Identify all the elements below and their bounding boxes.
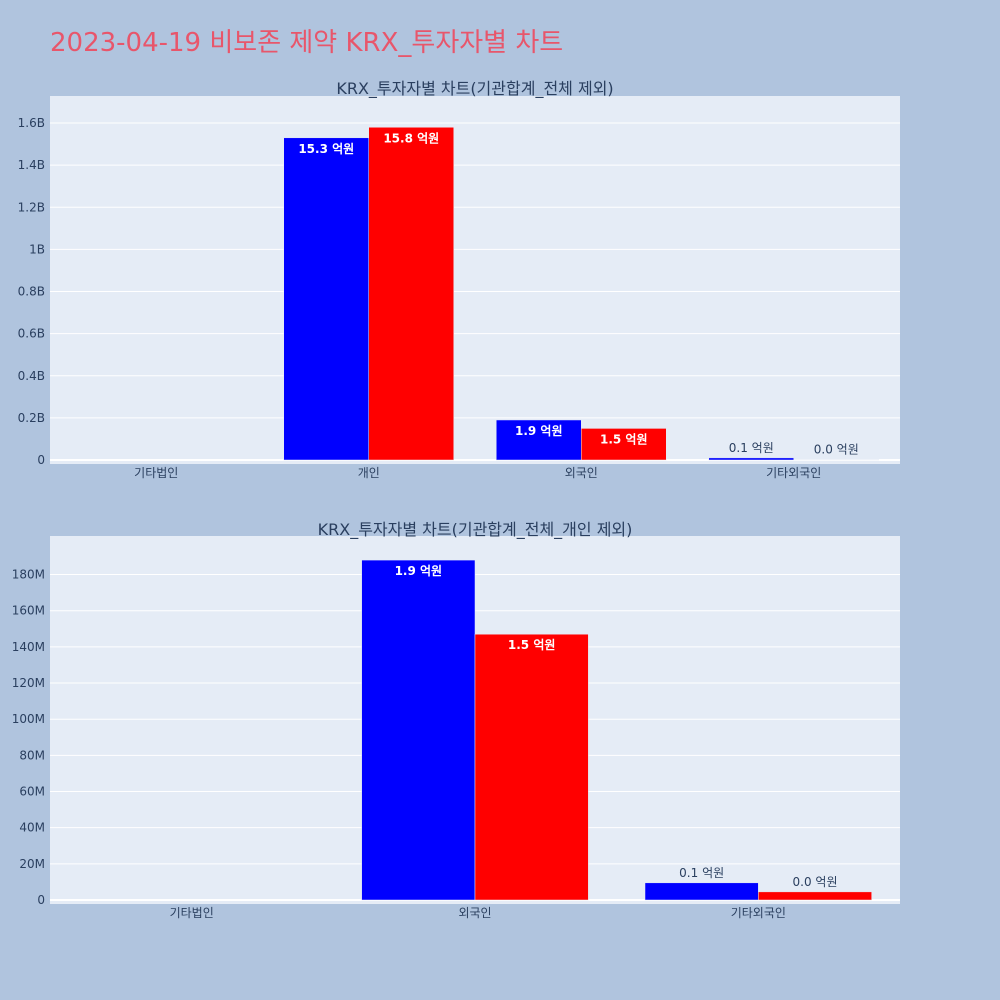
x-tick-label: 기타외국인 [731, 906, 786, 920]
y-tick-label: 80M [19, 748, 45, 762]
bar [644, 882, 759, 901]
y-tick-label: 0 [37, 453, 45, 467]
y-tick-label: 1.2B [18, 200, 45, 214]
y-tick-label: 0.8B [18, 285, 45, 299]
bar [368, 127, 454, 461]
data-label: 0.1 억원 [729, 441, 774, 455]
y-tick-label: 1.6B [18, 116, 45, 130]
y-tick-label: 0.4B [18, 369, 45, 383]
data-label: 0.0 억원 [793, 875, 838, 889]
chart-title: KRX_투자자별 차트(기관합계_전체 제외) [336, 79, 613, 99]
y-tick-label: 20M [19, 857, 45, 871]
page-title: 2023-04-19 비보존 제약 KRX_투자자별 차트 [50, 28, 564, 58]
data-label: 15.8 억원 [383, 131, 439, 145]
chart-2: 0 20M 40M 60M 80M 100M 120M 140M 160M 180M KRX_투자자… [12, 520, 900, 920]
y-tick-label: 120M [12, 676, 45, 690]
data-label: 0.1 억원 [679, 866, 724, 880]
x-tick-label: 기타외국인 [766, 466, 821, 480]
chart-1: 0 0.2B 0.4B 0.6B 0.8B 1B 1.2B 1.4B 1.6B KRX_투자자별 … [18, 79, 900, 480]
y-tick-label: 0.6B [18, 327, 45, 341]
bar [708, 457, 794, 461]
bar [758, 891, 872, 901]
chart-title: KRX_투자자별 차트(기관합계_전체_개인 제외) [318, 520, 633, 540]
bar [474, 633, 589, 901]
y-tick-label: 40M [19, 821, 45, 835]
y-tick-label: 1B [29, 242, 45, 256]
bar [283, 137, 369, 461]
y-tick-label: 160M [12, 604, 45, 618]
bar [496, 419, 582, 461]
data-label: 1.5 억원 [508, 638, 556, 652]
plot-area [50, 96, 900, 464]
y-tick-label: 180M [12, 568, 45, 582]
y-tick-label: 0.2B [18, 411, 45, 425]
y-tick-label: 100M [12, 712, 45, 726]
data-label: 0.0 억원 [814, 443, 859, 457]
x-tick-label: 외국인 [458, 906, 491, 920]
x-tick-label: 기타법인 [134, 466, 178, 480]
y-tick-label: 60M [19, 785, 45, 799]
data-label: 1.9 억원 [395, 564, 443, 578]
data-label: 1.9 억원 [515, 424, 563, 438]
bar [361, 559, 476, 901]
bar [581, 428, 667, 461]
data-label: 1.5 억원 [600, 432, 648, 446]
data-label: 15.3 억원 [298, 142, 354, 156]
y-tick-label: 0 [37, 893, 45, 907]
x-tick-label: 기타법인 [170, 906, 214, 920]
y-tick-label: 140M [12, 640, 45, 654]
y-tick-label: 1.4B [18, 158, 45, 172]
x-tick-label: 개인 [358, 466, 380, 480]
x-tick-label: 외국인 [565, 466, 598, 480]
